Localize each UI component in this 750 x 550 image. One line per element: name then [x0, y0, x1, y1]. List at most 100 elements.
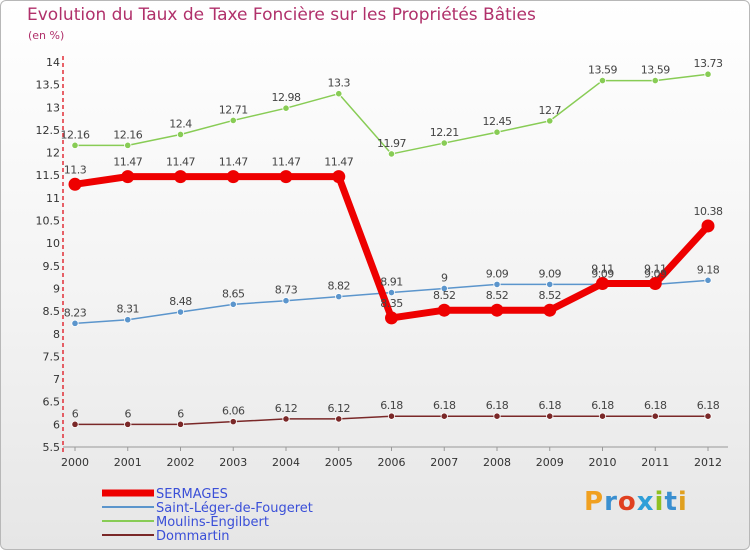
- y-tick-label: 8: [53, 328, 60, 341]
- data-point: [493, 412, 501, 420]
- data-point: [385, 311, 398, 325]
- data-point: [226, 170, 240, 184]
- data-label: 6.18: [697, 399, 720, 412]
- data-label: 8.35: [380, 297, 403, 310]
- data-label: 9.09: [539, 267, 562, 280]
- x-tick-label: 2007: [430, 456, 458, 469]
- data-label: 6.06: [222, 405, 245, 418]
- data-label: 9: [441, 271, 448, 284]
- legend-label: SERMAGES: [156, 487, 228, 502]
- data-label: 8.48: [169, 295, 192, 308]
- x-tick-label: 2006: [378, 456, 406, 469]
- logo-letter: x: [636, 487, 655, 517]
- data-label: 11.3: [64, 163, 87, 176]
- data-label: 13.59: [588, 64, 617, 77]
- data-label: 6.12: [328, 402, 351, 415]
- axes: 5.5 6 6.5 7 7.5 8 8.5 9 9.5 10 10.5 11 11.5 12 12.5 13 1…: [36, 56, 728, 469]
- x-tick-label: 2008: [483, 456, 511, 469]
- data-label: 8.52: [539, 289, 562, 302]
- chart-title: Evolution du Taux de Taxe Foncière sur l…: [27, 5, 536, 25]
- data-point: [546, 117, 554, 125]
- data-point: [279, 170, 293, 184]
- data-point: [174, 170, 187, 184]
- x-tick-label: 2005: [325, 456, 353, 469]
- series-group: [68, 70, 715, 428]
- y-tick-label: 12.5: [36, 124, 61, 137]
- data-point: [704, 70, 712, 78]
- x-tick-label: 2009: [536, 456, 564, 469]
- data-point: [335, 293, 343, 301]
- y-tick-label: 8.5: [43, 305, 61, 318]
- y-tick-label: 11.5: [36, 169, 61, 182]
- data-point: [596, 276, 609, 290]
- y-tick-label: 11: [46, 192, 60, 205]
- legend-label: Dommartin: [156, 529, 230, 544]
- data-point: [282, 297, 290, 305]
- data-point: [598, 412, 607, 420]
- y-tick-label: 6: [53, 418, 60, 431]
- data-label: 10.38: [694, 205, 723, 218]
- x-tick-label: 2011: [641, 456, 669, 469]
- y-tick-label: 12: [46, 147, 60, 160]
- data-point: [387, 150, 396, 158]
- data-point: [124, 141, 132, 149]
- data-point: [490, 303, 504, 317]
- data-label: 12.71: [219, 103, 248, 116]
- data-point: [437, 303, 451, 317]
- data-point: [335, 415, 343, 423]
- logo-letter: r: [604, 487, 618, 517]
- proxiti-logo: Proxiti: [584, 487, 688, 517]
- data-label: 8.23: [64, 306, 87, 319]
- data-label: 11.97: [377, 137, 406, 150]
- data-label: 6.18: [433, 399, 456, 412]
- data-label: 8.31: [117, 303, 140, 316]
- chart-subtitle: (en %): [28, 29, 65, 42]
- x-tick-label: 2000: [61, 456, 89, 469]
- data-label: 8.91: [380, 276, 403, 289]
- data-point: [229, 300, 237, 308]
- data-point: [493, 128, 501, 136]
- y-tick-label: 7.5: [43, 350, 61, 363]
- data-label: 12.45: [483, 115, 512, 128]
- y-tick-label: 14: [46, 56, 60, 69]
- logo-letter: t: [664, 487, 678, 517]
- data-point: [493, 280, 501, 288]
- data-point: [651, 76, 659, 85]
- y-tick-label: 13.5: [36, 79, 61, 92]
- data-point: [335, 90, 343, 98]
- data-point: [598, 76, 607, 85]
- data-label: 6.18: [486, 399, 509, 412]
- data-point: [121, 170, 135, 184]
- data-point: [440, 139, 448, 147]
- x-tick-label: 2002: [167, 456, 195, 469]
- data-point: [282, 415, 290, 423]
- data-point: [229, 116, 237, 125]
- data-label: 6.18: [539, 399, 562, 412]
- data-point: [229, 418, 237, 426]
- data-label: 9.11: [591, 262, 614, 275]
- y-tick-label: 6.5: [43, 396, 61, 409]
- logo-letter: o: [617, 487, 637, 517]
- data-label: 12.16: [61, 128, 90, 141]
- data-point: [440, 412, 448, 420]
- data-label: 8.82: [328, 280, 351, 293]
- data-label: 11.47: [272, 156, 301, 169]
- data-label: 12.98: [272, 91, 301, 104]
- data-point: [176, 308, 185, 316]
- legend: SERMAGESSaint-Léger-de-FougeretMoulins-E…: [102, 487, 313, 544]
- data-point: [648, 276, 662, 290]
- data-label: 8.52: [433, 289, 456, 302]
- legend-label: Moulins-Engilbert: [156, 515, 269, 530]
- x-tick-label: 2004: [272, 456, 300, 469]
- data-point: [124, 420, 132, 428]
- data-label: 12.7: [539, 104, 562, 117]
- y-tick-label: 13: [46, 101, 60, 114]
- y-tick-label: 10.5: [36, 215, 61, 228]
- data-point: [651, 412, 659, 420]
- data-point: [176, 130, 185, 139]
- data-label: 11.47: [166, 156, 195, 169]
- logo-letter: i: [654, 487, 665, 517]
- y-tick-label: 5.5: [43, 441, 61, 454]
- data-label: 9.09: [486, 267, 509, 280]
